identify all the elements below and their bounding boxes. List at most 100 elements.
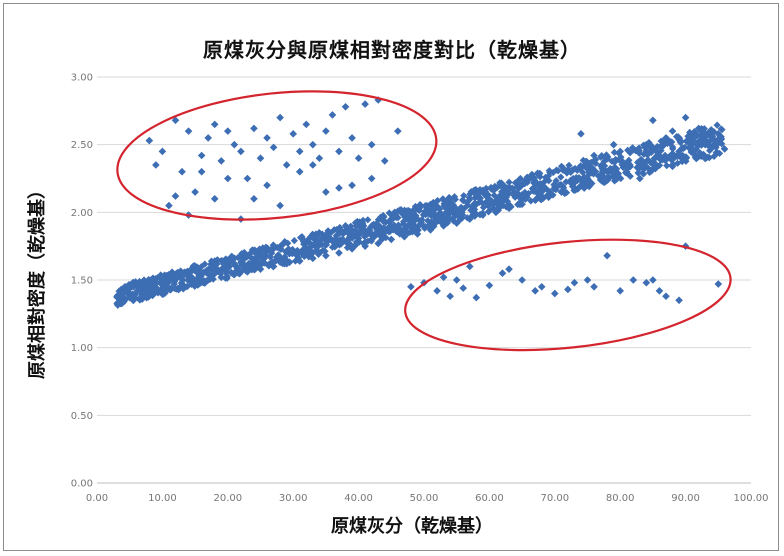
data-point [587,158,595,166]
data-point [256,154,265,162]
data-point [665,153,673,161]
data-point [427,218,435,226]
data-point [210,195,219,203]
data-point [562,178,570,186]
data-point [387,235,396,244]
data-point [272,256,280,265]
data-point [165,271,174,279]
data-point [423,208,431,216]
data-point [434,196,442,205]
data-point [282,259,291,268]
data-point [531,287,539,295]
data-point [158,147,167,156]
data-point [394,127,402,135]
data-point [238,251,246,259]
x-tick-label: 20.00 [213,493,242,504]
data-point [269,262,278,271]
data-point [190,266,198,275]
data-point [237,147,245,156]
data-point [178,167,186,176]
data-point [309,230,317,238]
data-point [169,275,178,283]
data-point [240,255,248,263]
data-point [210,120,219,129]
y-tick-label: 2.50 [71,140,93,151]
highlight-ellipse [404,238,732,352]
data-point [285,250,293,258]
data-point [575,173,583,182]
data-point [472,293,481,302]
data-point [694,124,703,133]
data-point [596,176,605,184]
data-point [505,178,513,186]
data-point [476,194,484,202]
data-point [295,257,304,265]
data-point [214,268,222,276]
data-point [714,280,723,288]
data-point [706,130,714,138]
data-point [339,230,347,238]
data-point [261,248,269,257]
data-point [309,161,317,169]
data-point [259,259,267,267]
data-point [445,208,453,216]
data-point [361,242,369,250]
data-point [417,217,425,226]
data-point [526,174,534,183]
data-point [379,212,387,220]
data-point [197,272,205,280]
data-point [532,179,540,188]
data-point [465,215,474,223]
data-point [688,140,696,149]
data-point [557,162,566,170]
data-point [443,219,452,227]
data-point [217,157,226,165]
data-point [544,172,553,180]
data-point [634,158,642,166]
data-point [238,261,246,269]
data-point [322,241,331,249]
data-point [400,206,409,214]
data-point [425,222,433,230]
data-point [341,102,350,111]
data-point [616,287,624,295]
data-point [649,116,657,125]
data-point [588,164,597,172]
data-point [355,218,364,226]
data-point [520,191,528,199]
data-point [552,166,561,174]
data-point [152,287,160,295]
data-point [679,144,688,153]
data-point [197,167,206,176]
y-tick-label: 0.50 [71,411,93,422]
data-point [465,196,474,204]
data-point [549,191,557,199]
data-point [603,176,612,184]
data-point [458,214,466,223]
data-point [590,151,598,160]
data-point [401,213,409,221]
data-point [592,156,600,164]
data-point [276,201,284,210]
data-point [675,147,683,156]
data-point [647,147,655,155]
data-point [429,208,437,217]
data-point [126,284,134,292]
data-point [662,134,670,142]
data-point [557,188,566,196]
data-point [137,281,145,289]
data-point [207,257,216,265]
data-point [498,269,507,278]
data-point [483,193,491,201]
data-point [237,257,246,266]
data-point [696,139,704,147]
data-point [649,158,657,167]
data-point [207,260,215,268]
data-point [352,238,360,246]
data-point [536,180,544,188]
data-point [152,161,160,169]
data-point [479,211,487,219]
data-point [446,214,454,222]
data-point [256,250,265,258]
data-point [222,267,230,275]
